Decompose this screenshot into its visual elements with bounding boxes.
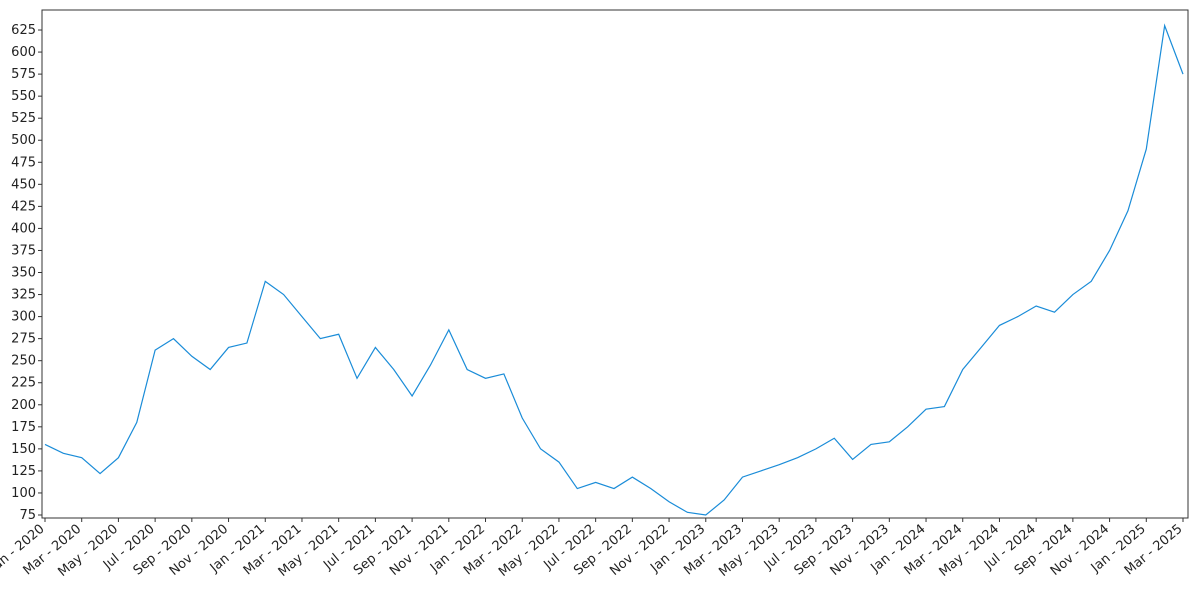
y-tick-label: 75 [19, 508, 36, 523]
y-tick-label: 525 [11, 111, 36, 126]
y-tick-label: 575 [11, 67, 36, 82]
y-tick-label: 175 [11, 420, 36, 435]
y-tick-label: 250 [11, 354, 36, 369]
y-tick-label: 425 [11, 199, 36, 214]
y-tick-label: 450 [11, 177, 36, 192]
y-tick-label: 100 [11, 486, 36, 501]
y-tick-label: 300 [11, 310, 36, 325]
y-tick-label: 625 [11, 23, 36, 38]
y-tick-label: 125 [11, 464, 36, 479]
y-tick-label: 550 [11, 89, 36, 104]
y-tick-label: 325 [11, 288, 36, 303]
y-tick-label: 375 [11, 243, 36, 258]
y-tick-label: 475 [11, 155, 36, 170]
y-tick-label: 400 [11, 221, 36, 236]
y-tick-label: 150 [11, 442, 36, 457]
y-tick-label: 500 [11, 133, 36, 148]
price-line [44, 23, 1184, 516]
plot-frame [41, 9, 1189, 519]
y-tick-label: 200 [11, 398, 36, 413]
y-tick-label: 275 [11, 332, 36, 347]
y-tick-label: 225 [11, 376, 36, 391]
y-tick-label: 600 [11, 45, 36, 60]
y-tick-label: 350 [11, 266, 36, 281]
